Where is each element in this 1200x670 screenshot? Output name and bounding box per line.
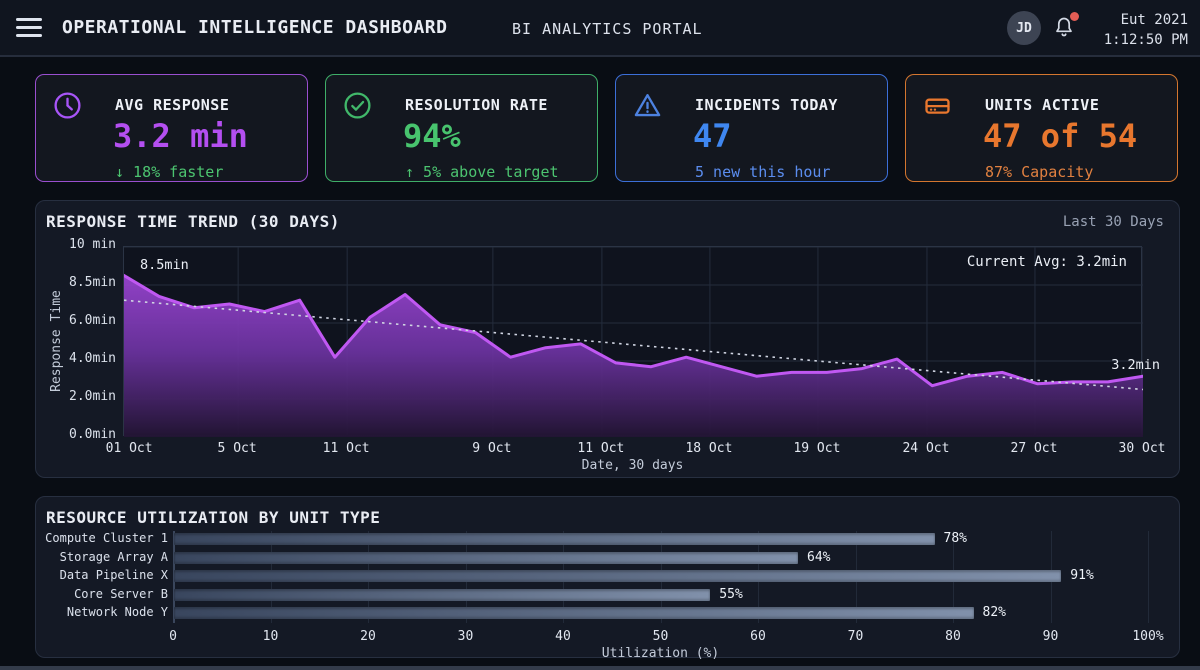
bar-x-tick-label: 50 [652,629,669,644]
x-tick-label: 30 Oct [1118,441,1166,456]
kpi-subtitle: 5 new this hour [695,163,831,181]
bar-x-axis-label: Utilization (%) [601,646,720,661]
kpi-card-avg-response: AVG RESPONSE 3.2 min ↓ 18% faster [35,74,308,182]
bar [174,551,798,564]
bar-value-label: 82% [982,605,1006,620]
peak-annotation: 8.5min [140,257,189,273]
bar-x-tick-label: 90 [1042,629,1059,644]
y-tick-label: 0.0min [69,427,116,442]
kpi-card-incidents-today: INCIDENTS TODAY 47 5 new this hour [615,74,888,182]
time-text: 1:12:50 PM [1103,32,1188,49]
y-tick-label: 6.0min [69,313,116,328]
bar-category-label: Compute Cluster 1 [45,531,168,545]
server-icon [922,90,953,121]
alert-triangle-icon [632,90,663,121]
kpi-subtitle: ↑ 5% above target [405,163,559,181]
bar-category-label: Storage Array A [59,549,168,564]
kpi-value: 94% [403,117,461,155]
kpi-value: 47 of 54 [983,117,1138,155]
x-tick-label: 11 Oct [577,441,625,456]
bar [174,588,711,601]
kpi-subtitle: ↓ 18% faster [115,163,224,181]
bar-value-label: 78% [943,531,967,546]
bar-x-tick-label: 80 [945,629,961,644]
kpi-card-units-active: UNITS ACTIVE 47 of 54 87% Capacity [905,74,1178,182]
notification-bell-icon[interactable] [1052,12,1080,44]
x-tick-label: 9 Oct [472,441,512,456]
bar-x-tick-label: 100% [1132,629,1164,644]
kpi-card-resolution-rate: RESOLUTION RATE 94% ↑ 5% above target [325,74,598,182]
datetime: Eut 2021 1:12:50 PM [1104,10,1188,51]
bar-value-label: 91% [1070,568,1094,583]
bar-category-label: Core Server B [74,586,168,601]
current-avg-annotation: Current Avg: 3.2min [966,254,1127,270]
bar-plot-area: 78% 64% 91% 55% 82% [173,531,1149,623]
hamburger-menu-icon[interactable] [16,18,42,39]
kpi-label: AVG RESPONSE [115,96,230,114]
x-tick-label: 18 Oct [685,441,733,456]
x-tick-label: 01 Oct [105,441,153,456]
bar-x-tick-label: 20 [360,629,376,644]
x-tick-label: 11 Oct [322,441,370,456]
y-tick-label: 10 min [69,237,116,252]
bar-category-label: Network Node Y [66,605,168,619]
bar-x-tick-label: 0 [169,629,177,644]
end-value-annotation: 3.2min [1111,357,1160,373]
bar-category-label: Data Pipeline X [59,568,168,582]
trend-x-axis-label: Date, 30 days [581,458,684,473]
trend-plot-area: 8.5min Current Avg: 3.2min 3.2min [123,246,1160,437]
bar [174,607,974,619]
bar-x-tick-label: 60 [750,629,766,644]
kpi-row: AVG RESPONSE 3.2 min ↓ 18% faster RESOLU… [35,74,1178,182]
bar-value-label: 55% [719,586,743,602]
x-tick-label: 24 Oct [902,441,950,456]
y-tick-label: 2.0min [69,389,116,404]
kpi-subtitle: 87% Capacity [985,163,1094,181]
kpi-value: 47 [693,117,732,155]
range-label: Last 30 Days [1062,214,1164,230]
y-tick-label: 8.5min [69,275,116,290]
avatar[interactable]: JD [1007,11,1041,45]
clock-icon [52,90,83,121]
bar-gridline [1148,531,1149,623]
util-panel-title: RESOURCE UTILIZATION BY UNIT TYPE [46,508,381,527]
bar-x-tick-label: 40 [555,629,571,644]
bar-x-tick-label: 30 [457,629,474,644]
top-bar: OPERATIONAL INTELLIGENCE DASHBOARD BI AN… [0,0,1200,57]
bar [174,533,935,545]
bottom-edge-strip [0,666,1200,670]
bar-x-tick-label: 70 [847,629,864,644]
bar [174,570,1062,582]
bar-x-tick-label: 10 [262,629,279,644]
x-tick-label: 19 Oct [793,441,841,456]
bar-value-label: 64% [807,549,831,565]
resource-utilization-panel: RESOURCE UTILIZATION BY UNIT TYPE Comput… [35,496,1180,661]
x-tick-label: 27 Oct [1010,441,1058,456]
response-time-trend-panel: RESPONSE TIME TREND (30 DAYS) Last 30 Da… [35,200,1180,478]
kpi-label: UNITS ACTIVE [985,96,1100,114]
y-tick-label: 4.0min [69,351,116,366]
x-tick-label: 5 Oct [217,441,257,456]
kpi-value: 3.2 min [113,117,248,155]
trend-panel-title: RESPONSE TIME TREND (30 DAYS) [46,212,340,231]
kpi-label: RESOLUTION RATE [405,96,548,114]
portal-title: BI ANALYTICS PORTAL [512,20,703,38]
check-circle-icon [342,90,373,121]
kpi-label: INCIDENTS TODAY [695,96,838,114]
notification-dot [1070,12,1079,21]
date-text: Eut 2021 [1120,12,1188,28]
app-title: OPERATIONAL INTELLIGENCE DASHBOARD [62,17,448,38]
